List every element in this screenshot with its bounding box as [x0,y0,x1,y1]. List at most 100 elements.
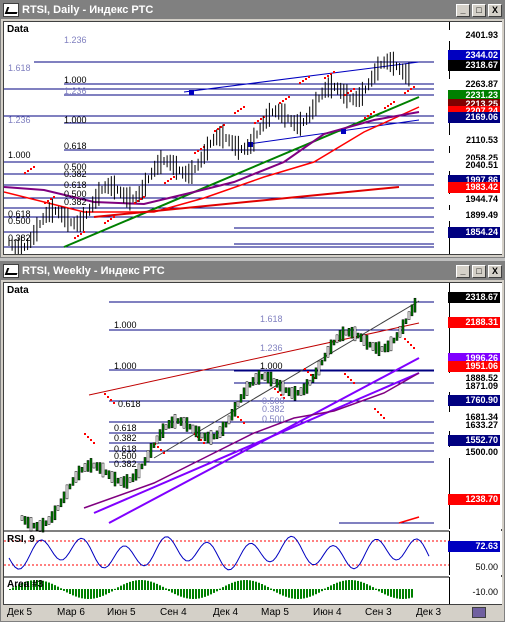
parabolic-sar-dot [137,200,139,202]
parabolic-sar-dot [200,439,202,441]
parabolic-sar-dot [197,150,199,152]
candle [44,520,48,527]
candle [293,386,297,401]
candle [26,516,30,529]
candle [404,318,408,325]
price-tag: 1944.74 [448,194,500,205]
daily-titlebar[interactable]: RTSI, Daily - Индекс РТС _ □ X [1,1,504,19]
area-bar [357,580,359,590]
candle [209,430,213,445]
minimize-button[interactable]: _ [456,3,470,17]
area-bar [24,581,26,590]
rsi-scale[interactable]: 72.63 50.00 [448,531,502,575]
parabolic-sar-dot [380,414,382,416]
candle [86,460,90,472]
area-bar [315,589,317,595]
parabolic-sar-dot [214,130,216,132]
parabolic-sar-dot [77,235,79,237]
area-bar [174,589,176,595]
candle [173,413,177,429]
area-bar [297,589,299,599]
daily-chart-window[interactable]: RTSI, Daily - Индекс РТС _ □ X Data 1.23… [0,0,505,258]
parabolic-sar-dot [107,396,109,398]
parabolic-sar-dot [364,117,366,119]
area-bar [228,584,230,590]
area-bar [294,589,296,599]
area-bar [387,589,389,596]
candle [95,462,99,471]
area-bar [117,587,119,590]
candle [272,378,276,384]
area-bar [210,589,212,595]
parabolic-sar-dot [74,237,76,239]
parabolic-sar-dot [280,394,282,396]
maximize-button[interactable]: □ [472,264,486,278]
date-tick-label: Июн 4 [313,607,342,618]
area-bar [207,589,209,596]
close-button[interactable]: X [488,3,502,17]
price-tag: 2188.31 [448,317,500,328]
candle [395,332,399,341]
minimize-button[interactable]: _ [456,264,470,278]
candle [230,408,234,421]
weekly-price-scale[interactable]: 2318.67 2188.31 1996.26 1951.06 1888.52 1871.… [448,283,502,529]
parabolic-sar-dot [33,166,35,168]
candle [134,468,138,481]
area-bar [240,580,242,590]
parabolic-sar-dot [305,78,307,80]
candle [77,465,81,481]
daily-chart-area[interactable]: Data 1.236 1.618 1.000 1.236 1.000 1.236 0.618… [3,21,502,255]
candle [314,367,318,380]
candle [98,462,102,474]
parabolic-sar-dot [140,198,142,200]
candle [176,418,180,424]
area-scale[interactable]: -10.00 [449,577,502,604]
area-bar [189,589,191,599]
parabolic-sar-dot [407,90,409,92]
candle [47,516,51,525]
parabolic-sar-dot [274,388,276,390]
area-bar [204,589,206,597]
weekly-chart-window[interactable]: RTSI, Weekly - Индекс РТС _ □ X Data 1.0… [0,261,505,622]
maximize-button[interactable]: □ [472,3,486,17]
area-bar [102,589,104,596]
area-bar [360,581,362,590]
candle [338,330,342,342]
daily-price-scale[interactable]: 2401.93 2344.02 2318.67 2263.87 2231.23 2213.… [448,22,502,254]
area-bar [69,589,71,594]
fib-level-label: 1.618 [8,63,31,73]
parabolic-sar-dot [53,196,55,198]
daily-pane-label: Data [7,24,29,35]
fib-level-label: 0.500 [64,162,87,172]
weekly-chart-area[interactable]: Data 1.000 1.618 1.236 1.000 1.000 0.618 0.500… [3,282,502,605]
price-tag: 1760.90 [448,395,500,406]
candle [68,483,72,490]
area-bar [180,589,182,597]
area-bar [231,582,233,590]
candle [131,473,135,483]
fib-level-label: 0.500 [262,414,285,424]
candle [347,328,351,337]
candle [116,477,120,484]
weekly-titlebar[interactable]: RTSI, Weekly - Индекс РТС _ □ X [1,262,504,280]
candle [407,311,411,321]
candle [179,417,183,426]
candle [299,387,303,396]
candle [20,515,24,521]
parabolic-sar-dot [220,126,222,128]
candle [59,498,63,508]
parabolic-sar-dot [279,102,281,104]
fib-level-label: 0.382 [114,433,137,443]
parabolic-sar-dot [173,176,175,178]
chart-settings-button[interactable] [472,607,486,618]
rsi-line [8,535,430,571]
close-button[interactable]: X [488,264,502,278]
area-bar [267,586,269,590]
candle [119,477,123,486]
parabolic-sar-dot [390,103,392,105]
area-bar [246,580,248,590]
trend-line [398,516,420,524]
parabolic-sar-dot [223,124,225,126]
weekly-pane-label: Data [7,285,29,296]
date-axis[interactable]: Дек 5 Мар 6 Июн 5 Сен 4 Дек 4 Мар 5 Июн 4 Сен 3… [3,606,463,619]
